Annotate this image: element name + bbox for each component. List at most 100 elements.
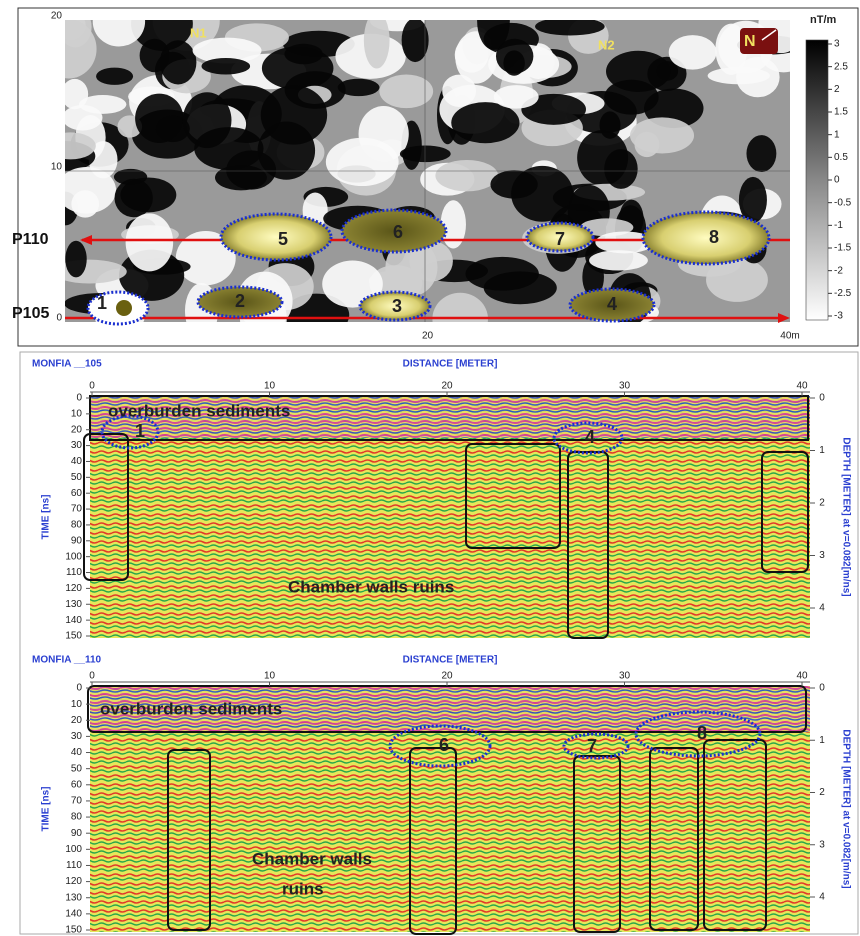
radargram [83, 395, 810, 639]
anomaly-label: 4 [585, 427, 595, 447]
y-tick-label: 60 [71, 488, 83, 499]
colorbar-tick-label: -2.5 [834, 288, 852, 299]
x-axis-label: DISTANCE [METER] [403, 359, 498, 370]
y2-tick-label: 2 [819, 498, 825, 509]
y-tick-label: 70 [71, 504, 83, 515]
map-blob [192, 37, 262, 64]
colorbar-tick-label: -1 [834, 220, 843, 231]
anomaly-label: 8 [697, 723, 707, 743]
x-tick-label: 40m [780, 331, 799, 342]
map-blob [96, 67, 134, 85]
map-blob [65, 78, 89, 110]
colorbar-tick-label: 2 [834, 84, 840, 95]
x-tick-label: 40 [796, 381, 808, 392]
map-blob [440, 200, 466, 249]
map-blob [401, 20, 429, 63]
anomaly-label: 6 [393, 222, 403, 242]
x-tick-label: 10 [264, 381, 276, 392]
y-tick-label: 100 [65, 844, 82, 855]
map-blob [629, 117, 695, 154]
x-tick-label: 10 [264, 671, 276, 682]
anomaly-label: 3 [392, 296, 402, 316]
y-tick-label: 140 [65, 909, 82, 920]
map-blob [175, 230, 236, 286]
map-blob [201, 57, 251, 75]
y-tick-label: 20 [71, 424, 83, 435]
y2-tick-label: 1 [819, 735, 825, 746]
magnetic-map [65, 20, 790, 322]
y-tick-label: 120 [65, 583, 82, 594]
colorbar-tick-label: -3 [834, 311, 843, 322]
colorbar-tick-label: 1.5 [834, 107, 848, 118]
y-tick-label: 20 [51, 11, 63, 22]
annotation: overburden sediments [108, 401, 290, 420]
y-tick-label: 90 [71, 535, 83, 546]
y-tick-label: 140 [65, 615, 82, 626]
y-tick-label: 0 [76, 683, 82, 694]
anomaly-label: 8 [709, 227, 719, 247]
y-tick-label: 130 [65, 892, 82, 903]
map-blob [379, 74, 434, 109]
profile-label: P110 [12, 231, 49, 248]
map-blob [503, 50, 525, 76]
map-blob [79, 95, 127, 114]
map-blob [159, 40, 197, 85]
y-tick-label: 0 [56, 313, 62, 324]
x-tick-label: 40 [796, 671, 808, 682]
map-anomalies [86, 208, 771, 326]
y-tick-label: 30 [71, 731, 83, 742]
map-blob [668, 35, 717, 70]
anomaly-label: 7 [587, 736, 597, 756]
radargram-title: MONFIA __105 [32, 359, 102, 370]
map-blob [71, 190, 100, 218]
x-tick-label: 30 [619, 381, 631, 392]
map-frame [17, 7, 859, 347]
map-blob [442, 74, 477, 108]
map-blob [477, 20, 510, 50]
map-blob [65, 132, 96, 160]
x-tick-label: 20 [441, 671, 453, 682]
y-tick-label: 50 [71, 763, 83, 774]
profile-label: P105 [12, 305, 49, 322]
colorbar-tick-label: -2 [834, 265, 843, 276]
colorbar-tick-label: 0 [834, 175, 840, 186]
y-tick-label: 120 [65, 876, 82, 887]
map-blob [490, 170, 538, 199]
colorbar-tick-label: 1 [834, 129, 840, 140]
y-tick-label: 20 [71, 715, 83, 726]
map-blob [260, 85, 328, 145]
map-blob [120, 177, 177, 213]
y-tick-label: 10 [71, 409, 83, 420]
map-blob [493, 85, 539, 109]
x-tick-label: 30 [619, 671, 631, 682]
y-tick-label: 130 [65, 599, 82, 610]
colorbar-tick-label: -0.5 [834, 197, 852, 208]
y-tick-label: 150 [65, 925, 82, 936]
site-label: N1 [190, 25, 207, 40]
map-blob [746, 135, 777, 173]
y2-tick-label: 0 [819, 393, 825, 404]
colorbar-tick-label: -1.5 [834, 243, 852, 254]
y2-tick-label: 0 [819, 683, 825, 694]
colorbar-tick-label: 3 [834, 39, 840, 50]
map-blob [325, 137, 399, 187]
annotation: Chamber walls ruins [288, 577, 454, 596]
map-blob [65, 20, 97, 79]
map-blob [125, 213, 174, 272]
x-tick-label: 0 [89, 381, 95, 392]
map-blob [451, 102, 520, 144]
map-blob [604, 148, 638, 189]
x-tick-label: 20 [422, 331, 434, 342]
map-blob [599, 111, 621, 139]
map-blob [535, 20, 605, 36]
x-tick-label: 20 [441, 381, 453, 392]
y2-tick-label: 1 [819, 445, 825, 456]
colorbar-tick-label: 2.5 [834, 61, 848, 72]
anomaly-label: 1 [97, 293, 107, 313]
y-tick-label: 90 [71, 828, 83, 839]
map-blob [363, 20, 390, 69]
colorbar-tick-label: 0.5 [834, 152, 848, 163]
y-tick-label: 30 [71, 440, 83, 451]
map-blob [92, 20, 146, 47]
